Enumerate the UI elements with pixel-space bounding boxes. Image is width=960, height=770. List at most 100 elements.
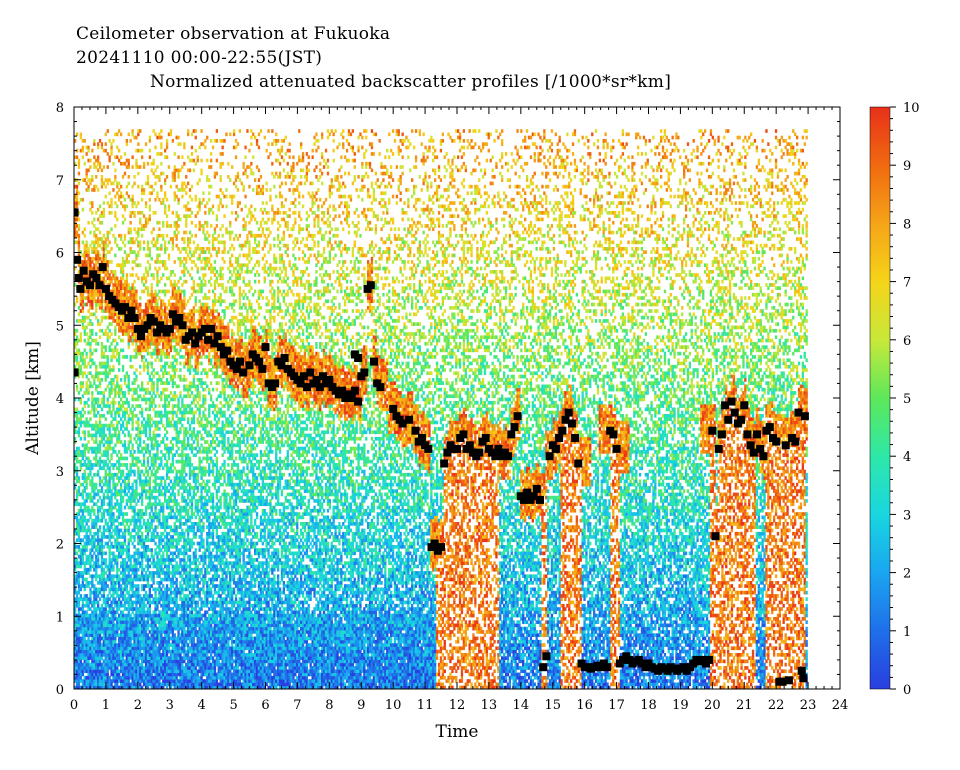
cloud-base-point <box>475 449 483 457</box>
cloud-base-point <box>351 387 359 395</box>
cloud-base-point <box>743 430 751 438</box>
cloud-base-point <box>76 285 84 293</box>
cloud-base-point <box>568 420 576 428</box>
cloud-base-point <box>546 452 554 460</box>
cloud-base-point <box>791 438 799 446</box>
x-tick-label: 20 <box>704 698 721 713</box>
x-tick-label: 12 <box>449 698 466 713</box>
cloud-base-point <box>731 409 739 417</box>
y-tick-label: 7 <box>56 174 64 189</box>
cloud-base-point <box>325 376 333 384</box>
cloud-base-point <box>137 332 145 340</box>
y-tick-label: 6 <box>56 247 64 262</box>
colorbar-tick-label: 8 <box>903 217 911 232</box>
cloud-base-point <box>555 434 563 442</box>
cloud-base-point <box>798 667 806 675</box>
colorbar-tick-label: 1 <box>903 625 911 640</box>
cloud-base-point <box>565 409 573 417</box>
y-tick-label: 3 <box>56 465 64 480</box>
x-tick-label: 21 <box>736 698 753 713</box>
cloud-base-point <box>799 674 807 682</box>
cloud-base-point <box>459 430 467 438</box>
cloud-base-point <box>354 398 362 406</box>
cloud-base-point <box>354 354 362 362</box>
cloud-base-point <box>440 460 448 468</box>
cloud-base-point <box>131 314 139 322</box>
cloud-base-point <box>728 398 736 406</box>
cloud-base-point <box>360 369 368 377</box>
cloud-base-point <box>405 416 413 424</box>
cloud-base-point <box>223 347 231 355</box>
x-tick-label: 9 <box>357 698 365 713</box>
colorbar-tick-label: 0 <box>903 683 911 698</box>
x-tick-label: 13 <box>481 698 498 713</box>
x-tick-label: 17 <box>608 698 625 713</box>
y-axis-label: Altitude [km] <box>23 341 43 456</box>
cloud-base-point <box>574 460 582 468</box>
cloud-base-point <box>536 496 544 504</box>
colorbar <box>870 107 890 689</box>
colorbar-tick-label: 3 <box>903 508 911 523</box>
x-tick-label: 14 <box>513 698 530 713</box>
cloud-base-point <box>772 438 780 446</box>
cloud-base-point <box>571 434 579 442</box>
cloud-base-point <box>613 445 621 453</box>
cloud-base-point <box>370 358 378 366</box>
cloud-base-point <box>166 325 174 333</box>
cloud-base-point <box>239 369 247 377</box>
cloud-base-point <box>412 427 420 435</box>
cloud-base-point <box>466 441 474 449</box>
colorbar-tick-label: 4 <box>903 450 911 465</box>
x-tick-label: 1 <box>102 698 110 713</box>
x-tick-label: 18 <box>640 698 657 713</box>
cloud-base-point <box>705 656 713 664</box>
x-tick-label: 5 <box>229 698 237 713</box>
cloud-base-point <box>437 543 445 551</box>
x-tick-label: 4 <box>198 698 206 713</box>
cloud-base-point <box>603 663 611 671</box>
cloud-base-point <box>86 281 94 289</box>
cloud-base-point <box>306 369 314 377</box>
cloud-base-point <box>552 445 560 453</box>
heatmap-layer <box>74 129 808 689</box>
cloud-base-point <box>75 274 83 282</box>
cloud-base-point <box>737 416 745 424</box>
cloud-base-point <box>424 445 432 453</box>
cloud-base-point <box>542 652 550 660</box>
x-tick-label: 23 <box>800 698 817 713</box>
cloud-base-point <box>785 676 793 684</box>
cloud-base-point <box>255 358 263 366</box>
cloud-base-point <box>262 343 270 351</box>
colorbar-tick-label: 9 <box>903 159 911 174</box>
cloud-base-point <box>271 379 279 387</box>
y-tick-label: 8 <box>56 101 64 116</box>
cloud-base-point <box>753 430 761 438</box>
x-tick-label: 10 <box>385 698 402 713</box>
cloud-base-point <box>514 412 522 420</box>
cloud-base-point <box>759 452 767 460</box>
colorbar-tick-label: 7 <box>903 276 911 291</box>
cloud-base-point <box>214 332 222 340</box>
cloud-base-point <box>236 358 244 366</box>
cloud-base-point <box>609 430 617 438</box>
cloud-base-point <box>99 263 107 271</box>
cloud-base-point <box>507 430 515 438</box>
x-tick-label: 3 <box>166 698 174 713</box>
cloud-base-point <box>782 441 790 449</box>
cloud-base-point <box>367 281 375 289</box>
x-tick-label: 24 <box>832 698 849 713</box>
cloud-base-point <box>718 430 726 438</box>
cloud-base-point <box>558 427 566 435</box>
cloud-base-point <box>453 445 461 453</box>
x-tick-label: 0 <box>70 698 78 713</box>
cloud-base-point <box>389 405 397 413</box>
cloud-base-point <box>747 441 755 449</box>
colorbar-tick-label: 6 <box>903 334 911 349</box>
y-tick-label: 5 <box>56 319 64 334</box>
x-tick-label: 11 <box>417 698 434 713</box>
cloud-base-point <box>482 434 490 442</box>
x-tick-label: 19 <box>672 698 689 713</box>
cloud-base-point <box>80 267 88 275</box>
cloud-base-point <box>708 427 716 435</box>
